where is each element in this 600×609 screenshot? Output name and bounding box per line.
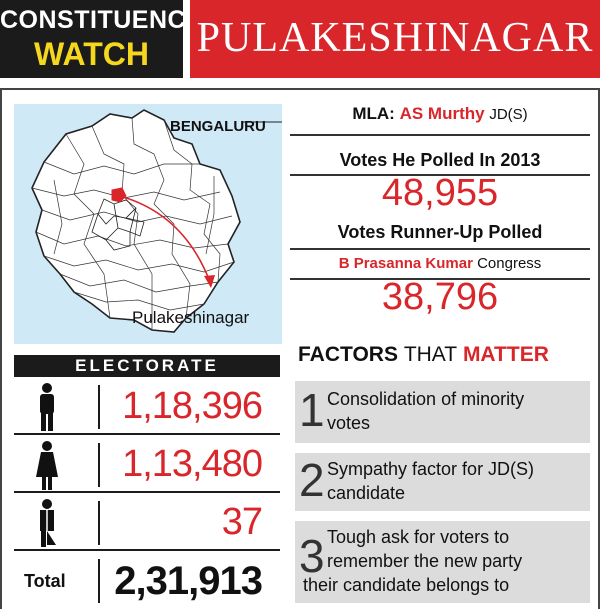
city-map bbox=[14, 104, 282, 344]
row-divider bbox=[98, 501, 100, 545]
mla-label: MLA: bbox=[352, 104, 395, 123]
runner-up-value: 38,796 bbox=[381, 276, 499, 318]
mla-name: AS Murthy bbox=[399, 104, 485, 123]
votes-polled-label: Votes He Polled In 2013 bbox=[339, 150, 541, 170]
factors-title: FACTORS THAT MATTER bbox=[298, 343, 549, 367]
runner-up-label: Votes Runner-Up Polled bbox=[337, 222, 543, 242]
row-divider bbox=[98, 385, 100, 429]
factor-text-line: votes bbox=[327, 413, 371, 433]
electorate-header: ELECTORATE bbox=[14, 355, 280, 377]
map-city-label: BENGALURU bbox=[170, 118, 266, 135]
votes-polled-value: 48,955 bbox=[381, 172, 499, 214]
divider bbox=[290, 174, 590, 176]
content-panel bbox=[0, 88, 600, 609]
divider bbox=[290, 248, 590, 250]
electorate-row-male: 1,18,396 bbox=[14, 379, 280, 435]
factors-title-part1: FACTORS bbox=[298, 343, 398, 366]
factor-item-1: 1 Consolidation of minority votes bbox=[295, 381, 590, 443]
factor-text-line: Sympathy factor for JD(S) bbox=[327, 459, 535, 479]
total-value: 2,31,913 bbox=[114, 559, 263, 603]
factor-text: Sympathy factor for JD(S) candidate bbox=[327, 457, 534, 505]
electorate-row-total: Total 2,31,913 bbox=[14, 553, 280, 609]
factor-item-2: 2 Sympathy factor for JD(S) candidate bbox=[295, 453, 590, 511]
map-place-label: Pulakeshinagar bbox=[132, 308, 250, 327]
factor-text-line: candidate bbox=[327, 483, 406, 503]
electorate-row-female: 1,13,480 bbox=[14, 437, 280, 493]
electorate-female-value: 1,13,480 bbox=[122, 443, 263, 485]
divider bbox=[290, 278, 590, 280]
factor-item-3: 3 Tough ask for voters to remember the n… bbox=[295, 521, 590, 603]
constituency-watch-tag: CONSTITUENCY WATCH bbox=[0, 0, 204, 78]
constituency-name: PULAKESHINAGAR bbox=[196, 15, 594, 61]
factor-text-line: Consolidation of minority bbox=[327, 389, 525, 409]
female-icon bbox=[14, 437, 80, 491]
factor-text-line: Tough ask for voters to bbox=[327, 527, 510, 547]
mla-party: JD(S) bbox=[489, 106, 528, 123]
constituency-banner: PULAKESHINAGAR bbox=[190, 0, 600, 78]
factor-text-line: remember the new party bbox=[327, 551, 523, 571]
total-label: Total bbox=[24, 571, 66, 591]
row-divider bbox=[98, 443, 100, 487]
factors-title-part2: THAT bbox=[403, 343, 458, 366]
male-icon bbox=[14, 379, 80, 433]
factors-title-part3: MATTER bbox=[462, 343, 549, 366]
factor-number: 3 bbox=[299, 530, 325, 582]
mla-line: MLA: AS Murthy JD(S) bbox=[290, 104, 590, 124]
tag-line-1: CONSTITUENCY bbox=[0, 6, 204, 34]
runner-up-name: B Prasanna Kumar bbox=[338, 255, 473, 272]
tag-line-2: WATCH bbox=[34, 36, 149, 72]
factor-text: Consolidation of minority votes bbox=[327, 387, 524, 435]
third-gender-icon bbox=[14, 495, 80, 549]
electorate-third-gender-value: 37 bbox=[221, 501, 263, 543]
factor-text-line: their candidate belongs to bbox=[303, 575, 510, 595]
runner-up-line: B Prasanna Kumar Congress bbox=[290, 255, 590, 272]
electorate-row-third-gender: 37 bbox=[14, 495, 280, 551]
row-divider bbox=[98, 559, 100, 603]
factor-number: 2 bbox=[299, 454, 325, 506]
bengaluru-map-graphic bbox=[31, 109, 282, 333]
factor-text: Tough ask for voters to remember the new… bbox=[303, 525, 523, 597]
runner-up-party: Congress bbox=[477, 255, 542, 272]
electorate-male-value: 1,18,396 bbox=[122, 385, 263, 427]
factor-number: 1 bbox=[299, 384, 325, 436]
divider bbox=[290, 134, 590, 136]
